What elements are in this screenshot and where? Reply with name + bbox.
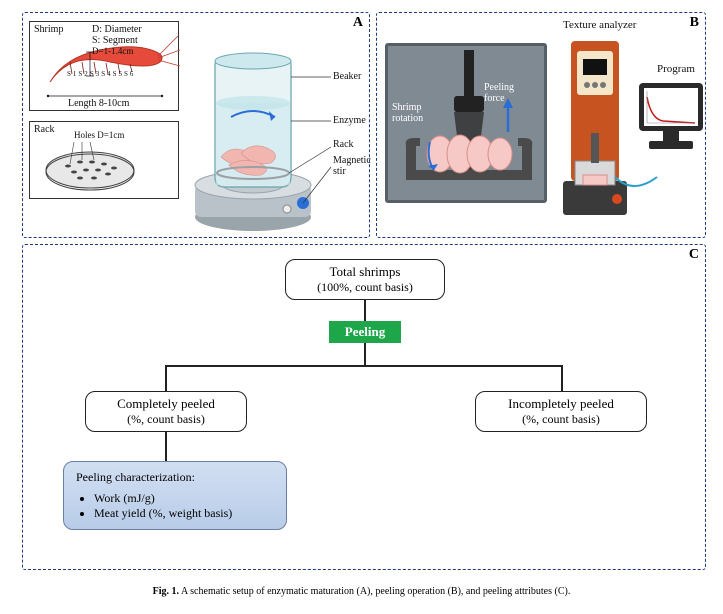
flow-root: Total shrimps (100%, count basis) xyxy=(285,259,445,300)
char-title: Peeling characterization: xyxy=(76,470,274,485)
texture-analyzer-label: Texture analyzer xyxy=(563,19,636,31)
flow-line-left-drop xyxy=(165,365,167,391)
flow-left-line1: Completely peeled xyxy=(94,396,238,412)
panel-c-label: C xyxy=(689,247,699,263)
sample-stage-icon xyxy=(388,46,550,206)
flow-left-line2: (%, count basis) xyxy=(94,412,238,427)
shrimp-info-box: Shrimp D: Diameter S: Segment D=1-1.4cm … xyxy=(29,21,179,111)
monitor-icon xyxy=(635,79,709,169)
shrimp-rotation-label: Shrimp rotation xyxy=(392,102,440,124)
flow-line-right-drop xyxy=(561,365,563,391)
flow-right-line1: Incompletely peeled xyxy=(484,396,638,412)
diameter-label: D=1-1.4cm xyxy=(92,46,133,56)
segments-label: S1S2S3S4S5S6 xyxy=(67,70,135,78)
rack-label: Rack xyxy=(333,139,354,150)
rack-icon xyxy=(30,122,180,200)
flow-line-mid xyxy=(364,343,366,365)
beaker-setup-icon xyxy=(181,17,371,237)
flow-line-root xyxy=(364,299,366,321)
program-label: Program xyxy=(657,63,695,75)
caption-prefix: Fig. 1. xyxy=(153,586,179,597)
figure-caption: Fig. 1. A schematic setup of enzymatic m… xyxy=(0,586,723,597)
length-label: Length 8-10cm xyxy=(68,98,129,109)
cable-icon xyxy=(613,171,683,201)
flow-line-char xyxy=(165,431,167,461)
enzyme-label: Enzyme xyxy=(333,115,366,126)
characterization-box: Peeling characterization: Work (mJ/g) Me… xyxy=(63,461,287,530)
peeling-force-label: Peeling force xyxy=(484,82,528,104)
char-item-2: Meat yield (%, weight basis) xyxy=(94,506,274,521)
stir-label: Magnetic stir xyxy=(333,155,373,177)
flow-root-line2: (100%, count basis) xyxy=(294,280,436,295)
flow-right: Incompletely peeled (%, count basis) xyxy=(475,391,647,432)
panel-b-label: B xyxy=(690,15,699,31)
texture-analyzer-icon xyxy=(553,33,643,233)
rack-info-box: Rack Holes D=1cm xyxy=(29,121,179,199)
sample-stage: Shrimp rotation Peeling force xyxy=(385,43,547,203)
char-item-1: Work (mJ/g) xyxy=(94,491,274,506)
flow-left: Completely peeled (%, count basis) xyxy=(85,391,247,432)
flow-right-line2: (%, count basis) xyxy=(484,412,638,427)
peeling-badge: Peeling xyxy=(329,321,401,343)
beaker-label: Beaker xyxy=(333,71,361,82)
caption-text: A schematic setup of enzymatic maturatio… xyxy=(181,586,570,597)
panel-a: A Shrimp D: Diameter S: Segment D=1-1.4c… xyxy=(22,12,370,238)
panel-c: C Total shrimps (100%, count basis) Peel… xyxy=(22,244,706,570)
flow-line-horiz xyxy=(165,365,563,367)
flow-root-line1: Total shrimps xyxy=(294,264,436,280)
panel-b: B Texture analyzer Program xyxy=(376,12,706,238)
